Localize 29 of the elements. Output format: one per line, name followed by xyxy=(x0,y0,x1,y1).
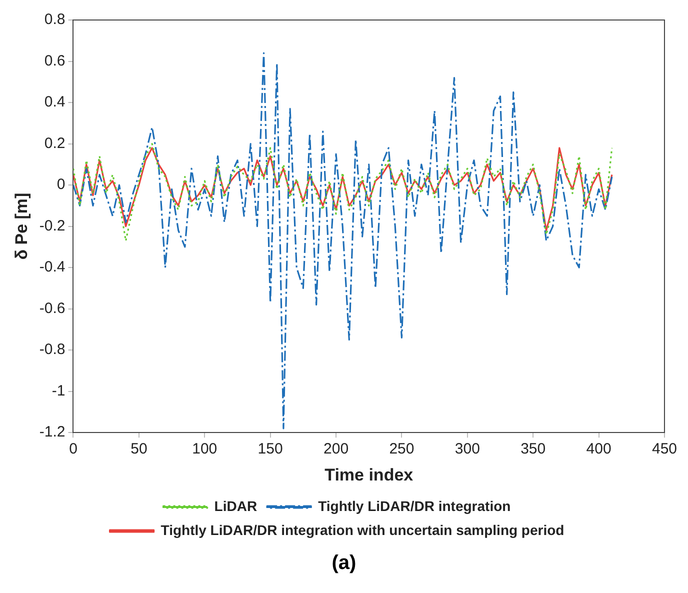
x-tick-label: 300 xyxy=(454,440,480,458)
x-tick-label: 100 xyxy=(192,440,218,458)
line-series xyxy=(73,52,613,430)
y-tick-label: -0.6 xyxy=(39,300,66,317)
x-tick-label: 0 xyxy=(69,440,78,458)
legend-label: Tightly LiDAR/DR integration xyxy=(318,498,511,514)
y-tick-label: -0.8 xyxy=(39,341,66,358)
y-tick-label: -1 xyxy=(52,382,66,400)
x-axis-title: Time index xyxy=(324,465,414,484)
line-series xyxy=(73,142,613,242)
y-tick-label: 0.4 xyxy=(44,94,66,111)
x-tick-label: 50 xyxy=(130,440,148,458)
y-tick-label: -1.2 xyxy=(39,424,66,441)
y-tick-label: -0.2 xyxy=(39,217,66,234)
x-tick-label: 400 xyxy=(586,440,612,458)
y-tick-label: -0.4 xyxy=(39,258,66,276)
x-tick-label: 350 xyxy=(520,440,546,458)
x-tick-label: 450 xyxy=(652,440,677,458)
y-tick-label: 0.6 xyxy=(44,52,66,70)
x-tick-label: 250 xyxy=(389,440,414,458)
legend-label: Tightly LiDAR/DR integration with uncertain sampling period xyxy=(160,522,564,538)
y-tick-label: 0 xyxy=(56,176,66,194)
x-tick-label: 150 xyxy=(258,440,283,458)
text: (a) xyxy=(330,552,358,575)
legend-label: LiDAR xyxy=(214,498,258,514)
x-tick-label: 200 xyxy=(324,440,349,458)
y-tick-label: 0.8 xyxy=(44,11,66,28)
y-axis-title: δ Pe [m] xyxy=(12,192,31,260)
y-tick-label: 0.2 xyxy=(44,134,66,152)
